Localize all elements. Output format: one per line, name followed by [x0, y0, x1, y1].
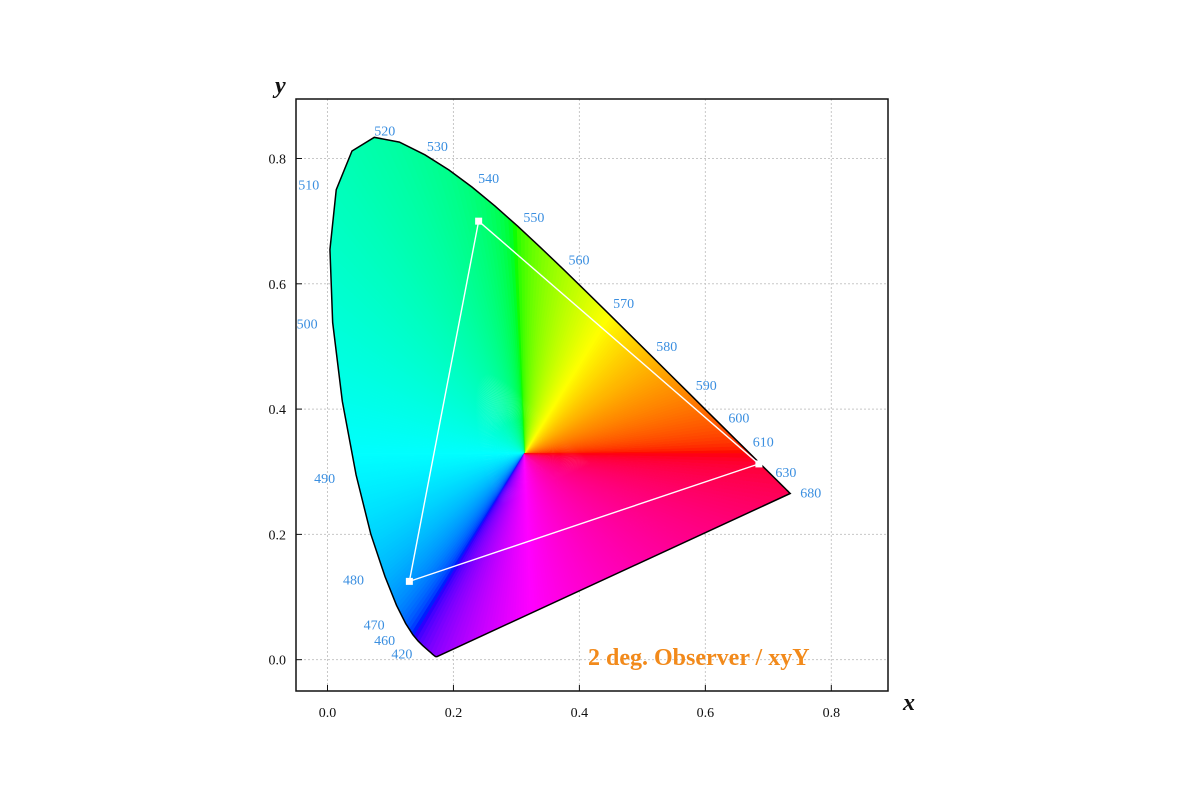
wavelength-label: 510 — [298, 179, 319, 194]
y-tick-label: 0.4 — [269, 403, 287, 418]
gamut-vertex-point — [405, 577, 413, 585]
y-tick-label: 0.8 — [269, 153, 287, 168]
y-tick-label: 0.0 — [269, 654, 287, 669]
wavelength-label: 460 — [374, 634, 395, 649]
x-axis-title: x — [902, 690, 915, 716]
wavelength-label: 600 — [728, 411, 749, 426]
wavelength-label: 550 — [523, 211, 544, 226]
gamut-vertex-point — [475, 217, 483, 225]
wavelength-label: 530 — [427, 140, 448, 155]
spectral-locus-outline — [329, 136, 792, 658]
gamut-vertex-point — [755, 460, 763, 468]
wavelength-label: 520 — [374, 124, 395, 139]
wavelength-label: 420 — [391, 647, 412, 662]
y-tick-label: 0.2 — [269, 528, 287, 543]
wavelength-label: 570 — [613, 297, 634, 312]
gamut-triangle-layer — [405, 217, 763, 585]
x-tick-label: 0.2 — [445, 706, 463, 721]
gamut-triangle — [408, 219, 761, 583]
wavelength-label: 630 — [775, 466, 796, 481]
wavelength-label: 480 — [343, 574, 364, 589]
wavelength-label: 580 — [656, 340, 677, 355]
horseshoe-fill — [329, 137, 791, 657]
plot-frame — [295, 98, 889, 692]
wavelength-label: 610 — [753, 435, 774, 450]
wavelength-label: 490 — [314, 472, 335, 487]
x-tick-label: 0.6 — [697, 706, 715, 721]
y-axis-title: y — [272, 73, 286, 99]
x-tick-label: 0.0 — [319, 706, 337, 721]
chromaticity-horseshoe — [329, 136, 792, 658]
wavelength-label: 500 — [297, 317, 318, 332]
wavelength-label: 540 — [478, 172, 499, 187]
wavelength-label: 680 — [800, 486, 821, 501]
wavelength-label: 560 — [568, 253, 589, 268]
axis-ticks: 0.0 0.2 0.4 0.6 0.8 0.0 0.2 0.4 0.6 0.8 — [269, 153, 841, 721]
wavelength-label: 590 — [696, 379, 717, 394]
observer-annotation: 2 deg. Observer / xyY — [588, 645, 810, 671]
y-tick-label: 0.6 — [269, 278, 287, 293]
x-tick-label: 0.8 — [823, 706, 841, 721]
x-tick-label: 0.4 — [571, 706, 589, 721]
wavelength-label: 470 — [364, 618, 385, 633]
